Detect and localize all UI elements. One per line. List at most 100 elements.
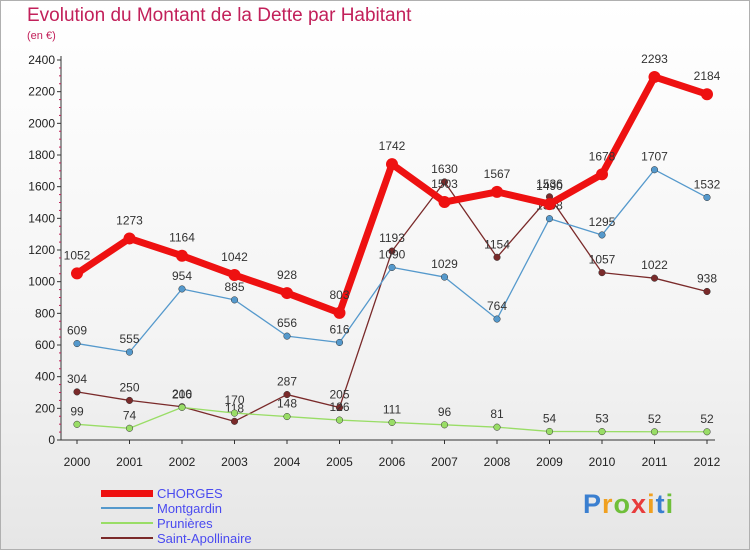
data-label: 205 — [329, 388, 349, 402]
y-tick-label: 2400 — [28, 53, 55, 67]
data-label: 1042 — [221, 250, 248, 264]
x-tick-label: 2010 — [589, 455, 616, 469]
data-point — [123, 232, 136, 245]
data-point — [598, 231, 606, 239]
data-label: 148 — [277, 397, 297, 411]
data-label: 609 — [67, 324, 87, 338]
data-point — [650, 428, 659, 436]
data-point — [71, 267, 83, 280]
legend-item: Saint-Apollinaire — [101, 530, 252, 546]
data-point — [333, 306, 346, 319]
data-point — [73, 340, 81, 348]
data-label: 96 — [438, 405, 452, 419]
data-label: 74 — [123, 408, 137, 422]
data-label: 616 — [329, 322, 349, 336]
data-point — [176, 249, 188, 262]
x-tick-label: 2006 — [379, 455, 406, 469]
data-label: 1503 — [431, 177, 458, 191]
legend-label: CHORGES — [157, 485, 223, 501]
x-tick-label: 2000 — [64, 455, 91, 469]
series-pruni-res: 99 74 206 170 148 126 111 96 81 54 53 52 52 — [70, 387, 714, 436]
data-point — [703, 287, 711, 296]
legend-item: Prunières — [101, 515, 213, 531]
series-saint-apollinaire: 304 250 210 118 287 205 1193 1630 1154 1536 1057 10… — [67, 162, 717, 425]
data-label: 1029 — [431, 257, 458, 271]
data-point — [230, 409, 239, 417]
data-point — [493, 253, 501, 261]
y-tick-label: 1600 — [28, 180, 55, 194]
x-tick-label: 2009 — [536, 455, 563, 469]
brand-letter: o — [613, 489, 632, 519]
data-label: 81 — [490, 407, 504, 421]
data-label: 885 — [224, 280, 244, 294]
data-point — [125, 424, 134, 432]
x-tick-label: 2007 — [431, 455, 458, 469]
chart-title: Evolution du Montant de la Dette par Hab… — [27, 5, 412, 26]
brand-letter: r — [602, 489, 614, 519]
data-label: 1490 — [536, 179, 563, 193]
data-point — [230, 417, 239, 425]
data-label: 656 — [277, 316, 297, 330]
data-label: 1678 — [589, 149, 616, 163]
data-label: 287 — [277, 375, 297, 389]
data-point — [125, 396, 134, 404]
data-label: 52 — [700, 412, 714, 426]
data-label: 2293 — [641, 52, 668, 66]
x-tick-label: 2008 — [484, 455, 511, 469]
data-label: 1154 — [484, 237, 510, 251]
data-point — [281, 287, 293, 300]
data-label: 118 — [225, 401, 244, 415]
data-label: 206 — [172, 387, 192, 401]
data-point — [598, 269, 606, 277]
data-label: 1022 — [641, 258, 668, 272]
data-label: 210 — [172, 387, 192, 401]
brand-letter: P — [583, 489, 603, 519]
y-tick-label: 200 — [35, 401, 55, 415]
legend-label: Saint-Apollinaire — [157, 530, 252, 546]
data-label: 304 — [67, 372, 87, 386]
data-point — [283, 391, 291, 399]
x-tick-label: 2005 — [326, 455, 353, 469]
data-point — [493, 423, 501, 431]
data-point — [230, 296, 239, 304]
y-tick-label: 600 — [35, 338, 55, 352]
data-point — [335, 403, 344, 412]
data-label: 1273 — [116, 213, 143, 227]
brand-letter: i — [647, 489, 656, 519]
data-point — [388, 263, 396, 271]
data-point — [283, 332, 291, 340]
data-label: 928 — [277, 268, 297, 282]
data-label: 1536 — [536, 177, 563, 191]
brand-letter: i — [665, 489, 675, 519]
data-label: 126 — [329, 400, 349, 414]
data-point — [493, 315, 501, 323]
data-point — [386, 158, 398, 171]
y-tick-label: 1000 — [28, 275, 55, 289]
data-point — [650, 166, 659, 174]
data-label: 1057 — [589, 253, 616, 267]
data-label: 53 — [595, 412, 609, 426]
y-tick-label: 800 — [35, 306, 55, 320]
data-point — [703, 428, 711, 436]
x-tick-label: 2001 — [116, 455, 143, 469]
data-point — [543, 198, 556, 211]
data-label: 555 — [119, 332, 139, 346]
x-tick-label: 2004 — [274, 455, 301, 469]
x-tick-label: 2003 — [221, 455, 248, 469]
data-point — [440, 421, 449, 429]
data-point — [335, 416, 344, 424]
y-tick-label: 1800 — [28, 148, 55, 162]
data-label: 2184 — [694, 69, 721, 83]
legend-label: Prunières — [157, 515, 213, 531]
data-label: 54 — [543, 411, 557, 425]
data-label: 52 — [648, 412, 662, 426]
data-point — [283, 413, 291, 421]
data-label: 250 — [119, 380, 139, 394]
data-label: 1567 — [484, 167, 511, 181]
legend-swatch — [101, 522, 153, 524]
data-point — [650, 274, 659, 282]
data-point — [178, 403, 186, 411]
data-point — [440, 273, 449, 281]
